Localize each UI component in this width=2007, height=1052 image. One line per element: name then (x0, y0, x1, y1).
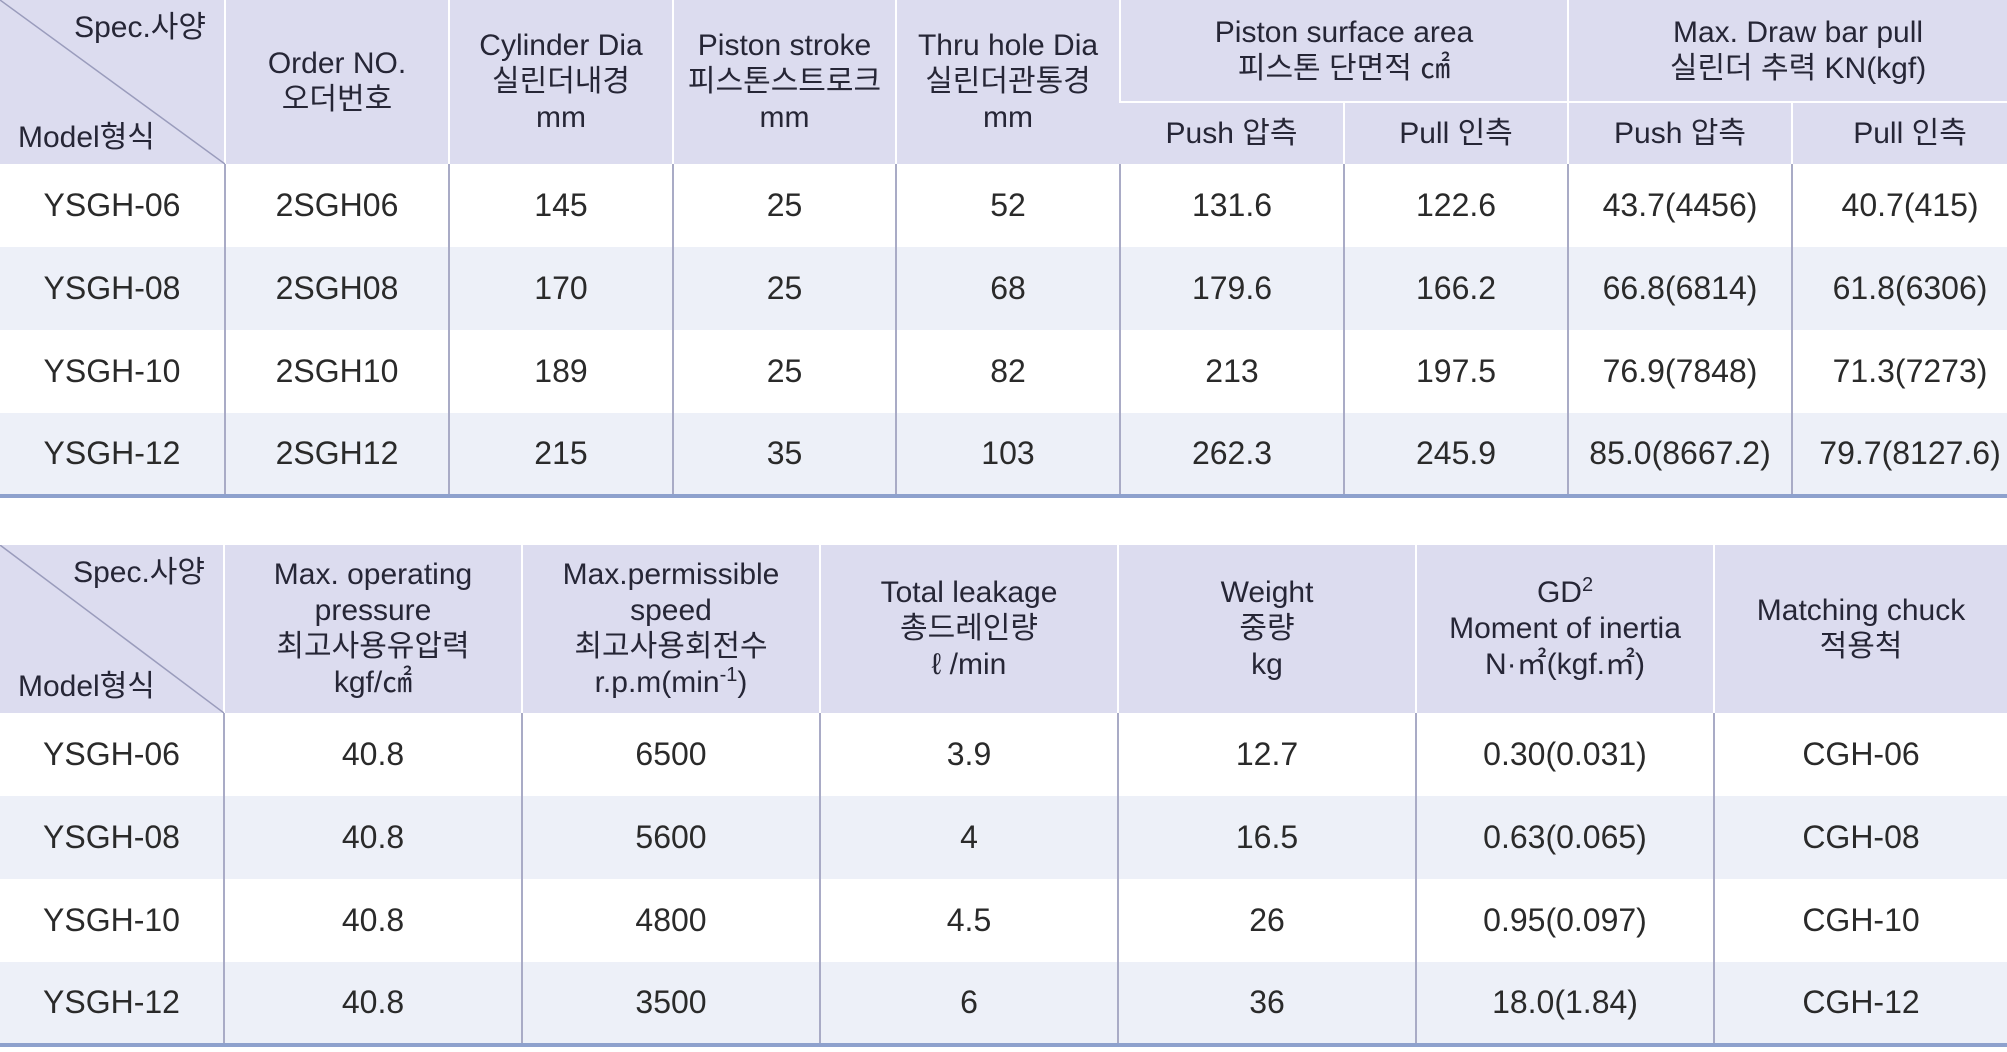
cell-order-no: 2SGH12 (224, 413, 449, 498)
cell-leakage: 3.9 (819, 713, 1118, 796)
cell-inertia: 0.30(0.031) (1415, 713, 1714, 796)
cell-cylinder-dia: 189 (448, 330, 673, 413)
corner-diagonal (0, 0, 225, 164)
header-draw-bar-pull: Max. Draw bar pull 실린더 추력 KN(kgf) (1567, 0, 2007, 102)
header-area-push: Push 압측 (1120, 101, 1344, 164)
table-row: YSGH-12 2SGH12 215 35 103 262.3 245.9 85… (0, 413, 2007, 498)
corner-diagonal (0, 545, 224, 713)
cell-force-pull: 79.7(8127.6) (1791, 413, 2007, 498)
cell-model: YSGH-12 (0, 962, 224, 1047)
cell-force-push: 85.0(8667.2) (1567, 413, 1793, 498)
header-force-push: Push 압측 (1567, 101, 1793, 164)
header-max-pressure: Max. operating pressure 최고사용유압력 kgf/㎠ (223, 545, 522, 713)
cell-area-push: 213 (1119, 330, 1344, 413)
cell-force-pull: 71.3(7273) (1791, 330, 2007, 413)
cell-chuck: CGH-06 (1713, 713, 2007, 796)
header-weight: Weight 중량 kg (1117, 545, 1416, 713)
table-row: YSGH-08 40.8 5600 4 16.5 0.63(0.065) CGH… (0, 796, 2007, 879)
cell-stroke: 35 (672, 413, 896, 498)
table-row: YSGH-12 40.8 3500 6 36 18.0(1.84) CGH-12 (0, 962, 2007, 1047)
cell-force-push: 76.9(7848) (1567, 330, 1793, 413)
cell-cylinder-dia: 145 (448, 164, 673, 247)
cell-speed: 5600 (521, 796, 820, 879)
table-row: YSGH-06 2SGH06 145 25 52 131.6 122.6 43.… (0, 164, 2007, 247)
cell-area-push: 131.6 (1119, 164, 1344, 247)
cell-leakage: 4.5 (819, 879, 1118, 962)
spec-label: Spec.사양 (74, 11, 206, 44)
cell-model: YSGH-08 (0, 796, 224, 879)
model-label: Model형식 (18, 121, 155, 154)
cell-pressure: 40.8 (223, 713, 522, 796)
cell-weight: 36 (1117, 962, 1416, 1047)
cell-force-pull: 61.8(6306) (1791, 247, 2007, 330)
header-force-pull: Pull 인측 (1791, 101, 2007, 164)
cell-leakage: 4 (819, 796, 1118, 879)
performance-spec-table: Spec.사양 Model형식 Max. operating pressure … (0, 545, 2007, 1047)
cell-thru-hole: 103 (895, 413, 1120, 498)
cell-model: YSGH-12 (0, 413, 225, 498)
header-matching-chuck: Matching chuck 적용척 (1713, 545, 2007, 713)
cell-area-pull: 197.5 (1342, 330, 1569, 413)
cell-thru-hole: 52 (895, 164, 1120, 247)
cell-stroke: 25 (672, 330, 896, 413)
cell-leakage: 6 (819, 962, 1118, 1047)
header-total-leakage: Total leakage 총드레인량 ℓ /min (819, 545, 1118, 713)
table-row: YSGH-06 40.8 6500 3.9 12.7 0.30(0.031) C… (0, 713, 2007, 796)
cell-area-push: 262.3 (1119, 413, 1344, 498)
cell-chuck: CGH-10 (1713, 879, 2007, 962)
cell-force-push: 43.7(4456) (1567, 164, 1793, 247)
cell-chuck: CGH-12 (1713, 962, 2007, 1047)
header-moment-of-inertia: GD2 Moment of inertia N·㎡(kgf.㎡) (1415, 545, 1714, 713)
header-area-pull: Pull 인측 (1342, 101, 1569, 164)
cell-force-pull: 40.7(415) (1791, 164, 2007, 247)
cell-thru-hole: 68 (895, 247, 1120, 330)
header-max-speed: Max.permissible speed 최고사용회전수 r.p.m(min-… (521, 545, 820, 713)
cell-model: YSGH-06 (0, 713, 224, 796)
cell-speed: 4800 (521, 879, 820, 962)
cell-area-pull: 245.9 (1342, 413, 1569, 498)
spec-label: Spec.사양 (73, 556, 205, 589)
cell-thru-hole: 82 (895, 330, 1120, 413)
cell-order-no: 2SGH10 (224, 330, 449, 413)
cell-inertia: 0.63(0.065) (1415, 796, 1714, 879)
cell-weight: 16.5 (1117, 796, 1416, 879)
cell-weight: 26 (1117, 879, 1416, 962)
cell-cylinder-dia: 170 (448, 247, 673, 330)
cell-stroke: 25 (672, 164, 896, 247)
cell-cylinder-dia: 215 (448, 413, 673, 498)
cell-weight: 12.7 (1117, 713, 1416, 796)
table-row: YSGH-10 2SGH10 189 25 82 213 197.5 76.9(… (0, 330, 2007, 413)
cell-model: YSGH-08 (0, 247, 225, 330)
cell-order-no: 2SGH08 (224, 247, 449, 330)
cell-pressure: 40.8 (223, 796, 522, 879)
cell-inertia: 18.0(1.84) (1415, 962, 1714, 1047)
cell-pressure: 40.8 (223, 962, 522, 1047)
cell-model: YSGH-06 (0, 164, 225, 247)
model-label: Model형식 (18, 670, 155, 703)
cell-model: YSGH-10 (0, 879, 224, 962)
corner-header: Spec.사양 Model형식 (0, 0, 225, 164)
corner-header: Spec.사양 Model형식 (0, 545, 224, 713)
header-piston-surface-area: Piston surface area 피스톤 단면적 ㎠ (1118, 0, 1569, 102)
cell-chuck: CGH-08 (1713, 796, 2007, 879)
cell-speed: 6500 (521, 713, 820, 796)
cell-stroke: 25 (672, 247, 896, 330)
cell-inertia: 0.95(0.097) (1415, 879, 1714, 962)
cell-pressure: 40.8 (223, 879, 522, 962)
cylinder-spec-table: Spec.사양 Model형식 Order NO. 오더번호 Cylinder … (0, 0, 2007, 498)
cell-force-push: 66.8(6814) (1567, 247, 1793, 330)
cell-area-push: 179.6 (1119, 247, 1344, 330)
cell-model: YSGH-10 (0, 330, 225, 413)
header-order-no: Order NO. 오더번호 (224, 0, 449, 164)
header-piston-stroke: Piston stroke 피스톤스트로크 mm (672, 0, 896, 164)
cell-speed: 3500 (521, 962, 820, 1047)
cell-area-pull: 122.6 (1342, 164, 1569, 247)
table-row: YSGH-10 40.8 4800 4.5 26 0.95(0.097) CGH… (0, 879, 2007, 962)
cell-order-no: 2SGH06 (224, 164, 449, 247)
header-cylinder-dia: Cylinder Dia 실린더내경 mm (448, 0, 673, 164)
header-thru-hole-dia: Thru hole Dia 실린더관통경 mm (895, 0, 1120, 164)
cell-area-pull: 166.2 (1342, 247, 1569, 330)
table-row: YSGH-08 2SGH08 170 25 68 179.6 166.2 66.… (0, 247, 2007, 330)
